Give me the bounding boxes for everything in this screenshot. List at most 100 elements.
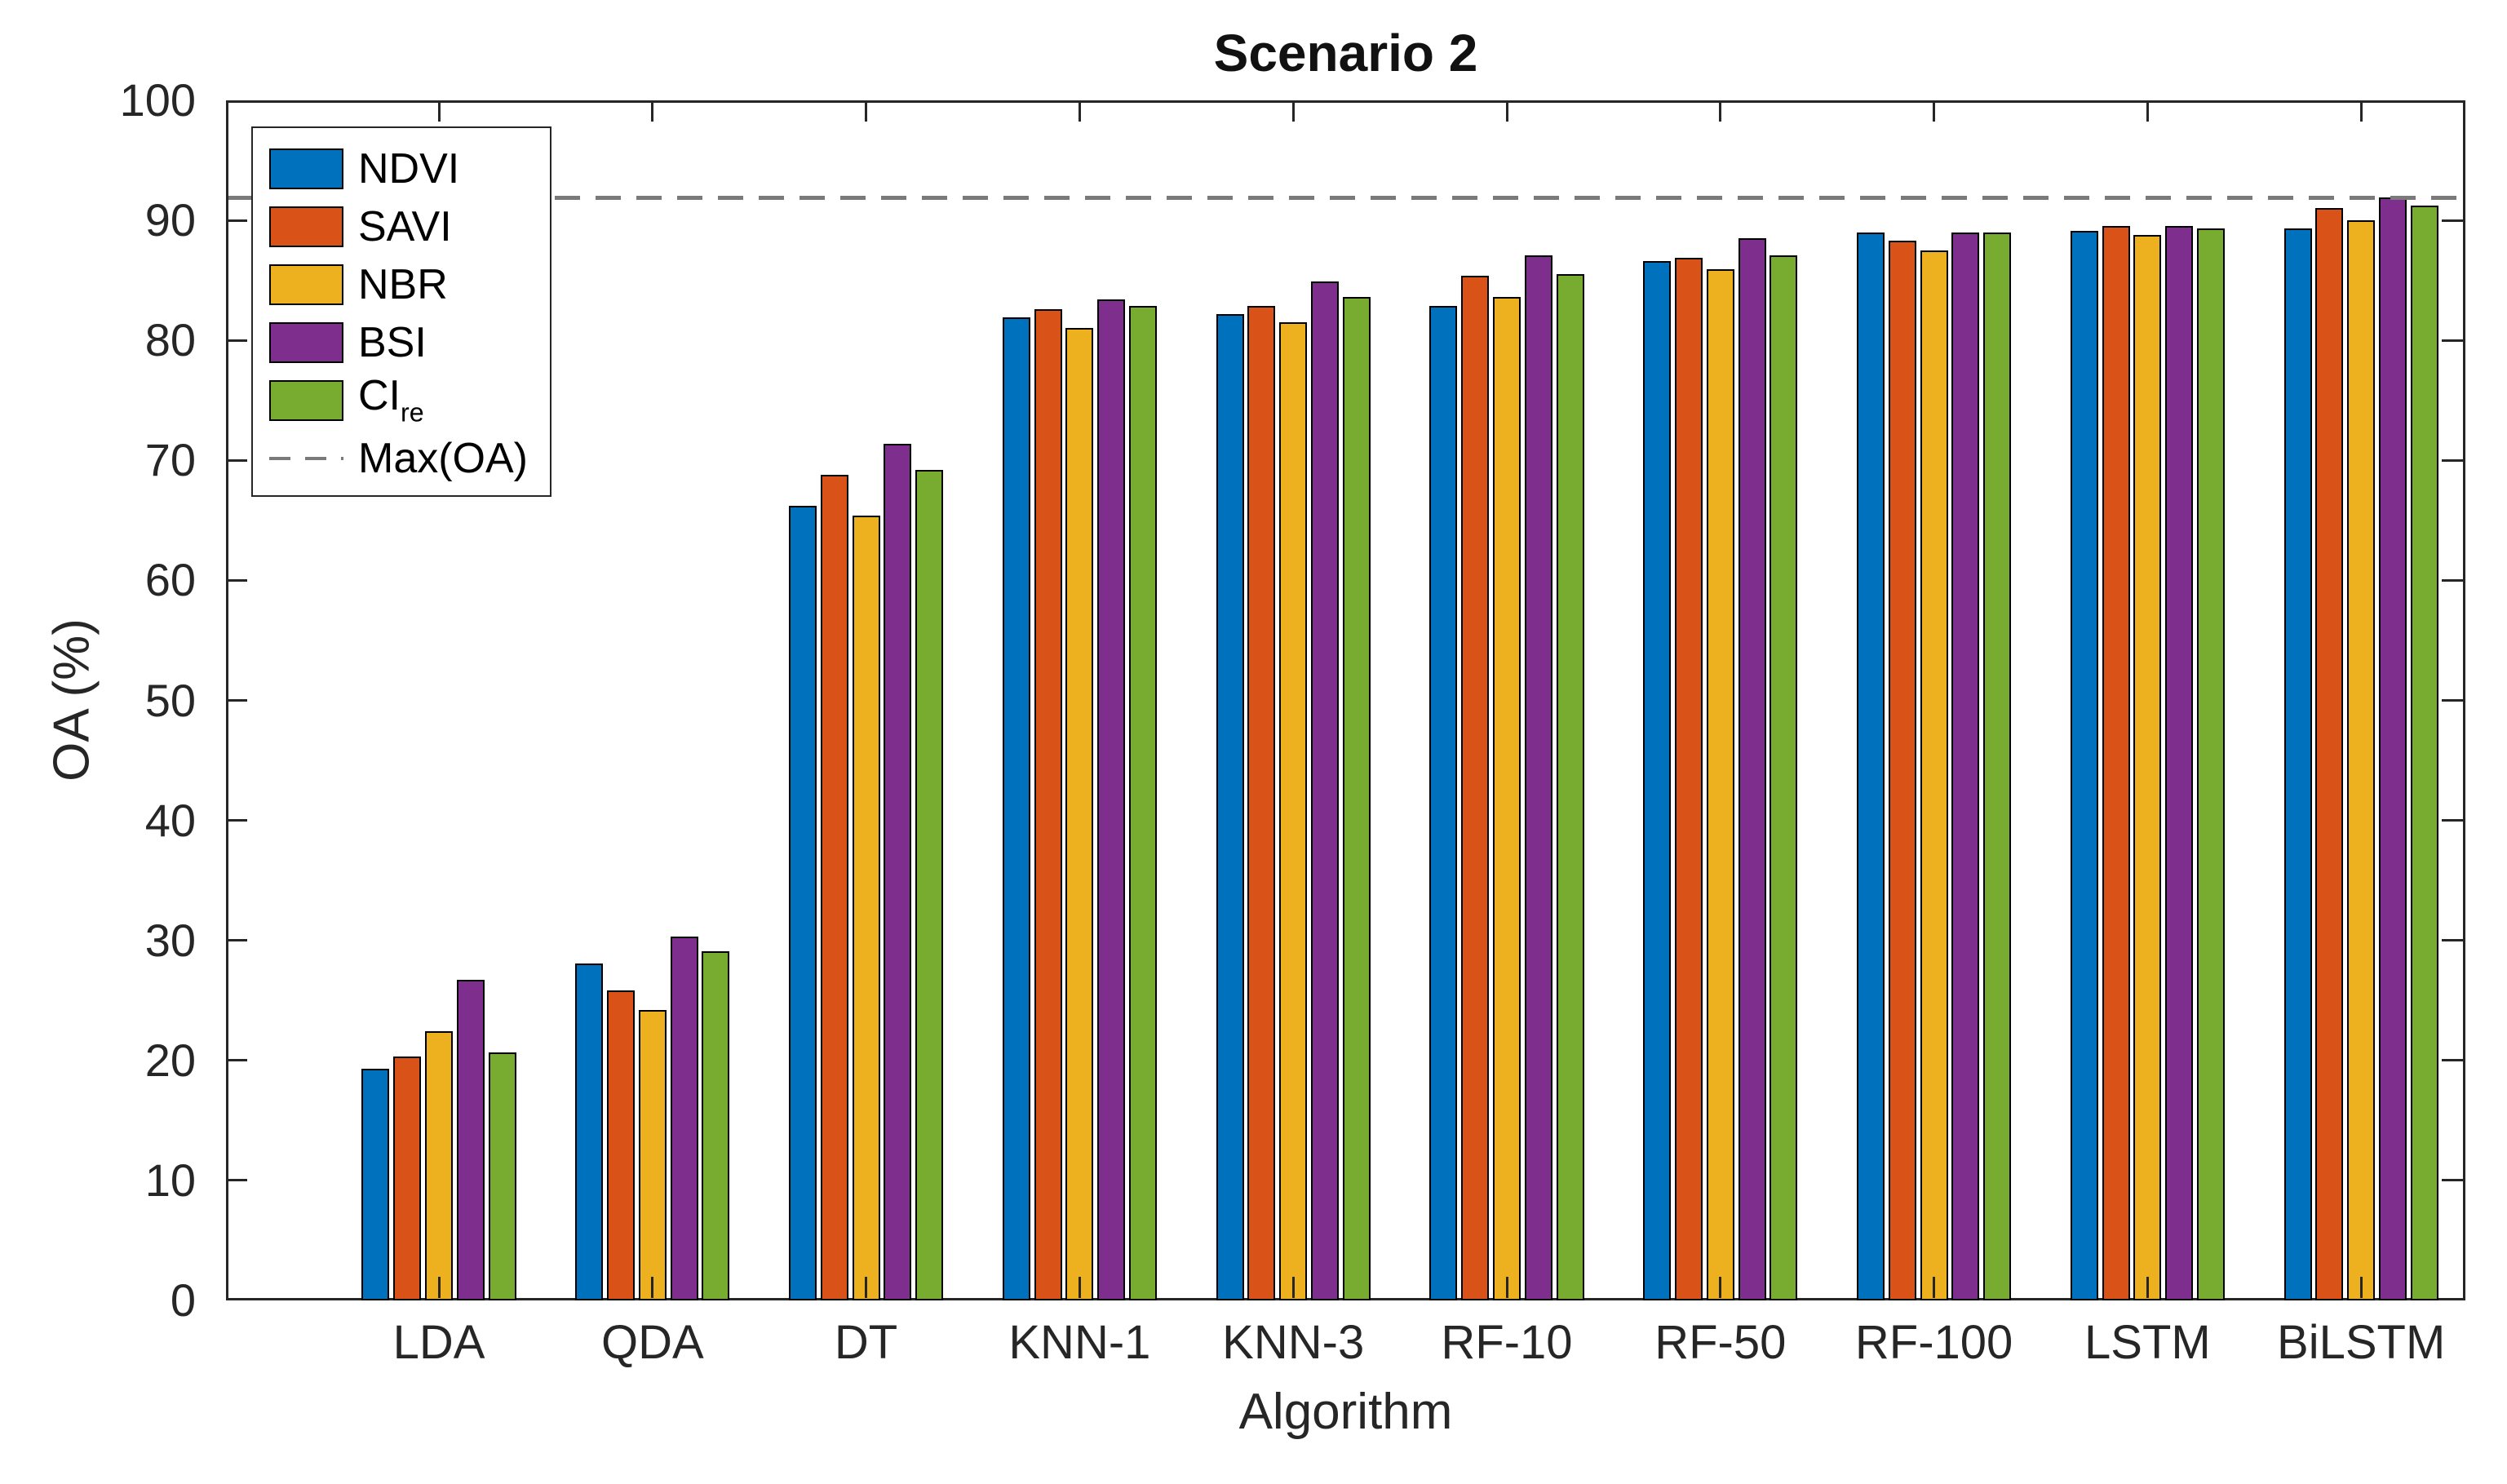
legend-label: NDVI (358, 144, 460, 193)
y-tick-left (226, 1179, 247, 1182)
x-tick-bottom (1078, 1277, 1081, 1298)
y-tick-left (226, 819, 247, 822)
bar-CIre-QDA (702, 950, 730, 1300)
bar-CIre-RF-100 (1983, 232, 2012, 1300)
legend-swatch-SAVI (269, 206, 343, 247)
bar-SAVI-QDA (607, 990, 635, 1300)
bar-SAVI-LDA (393, 1057, 422, 1300)
y-tick-left (226, 699, 247, 702)
legend-dash-sample (269, 456, 343, 460)
bar-SAVI-KNN-3 (1247, 305, 1276, 1300)
x-tick-top (1933, 100, 1936, 122)
bar-BSI-LSTM (2165, 226, 2194, 1300)
bar-BSI-RF-100 (1951, 232, 1980, 1300)
x-category-label: KNN-1 (1008, 1316, 1151, 1369)
x-tick-top (651, 100, 654, 122)
legend-label: NBR (358, 260, 448, 308)
bar-NBR-RF-100 (1920, 250, 1948, 1300)
y-tick-label: 0 (170, 1274, 196, 1326)
bar-NDVI-LSTM (2070, 231, 2098, 1300)
x-tick-bottom (1719, 1277, 1722, 1298)
bar-NBR-LDA (425, 1031, 453, 1300)
bar-SAVI-RF-100 (1888, 241, 1916, 1300)
x-category-label: LDA (392, 1316, 485, 1369)
bar-CIre-RF-50 (1770, 255, 1798, 1300)
bar-BSI-RF-50 (1738, 238, 1766, 1300)
bar-CIre-LSTM (2197, 228, 2225, 1300)
legend-swatch-CIre (269, 379, 343, 421)
y-tick-right (2442, 219, 2463, 222)
bar-NBR-QDA (638, 1010, 667, 1300)
y-tick-label: 100 (119, 74, 196, 126)
x-category-label: QDA (600, 1316, 704, 1369)
bar-CIre-BiLSTM (2410, 206, 2438, 1300)
x-tick-top (2146, 100, 2149, 122)
bar-NDVI-KNN-1 (1002, 317, 1030, 1300)
x-axis-label: Algorithm (1238, 1384, 1453, 1440)
x-category-label: RF-50 (1654, 1316, 1787, 1369)
x-category-label: RF-100 (1854, 1316, 2013, 1369)
bar-SAVI-KNN-1 (1034, 308, 1062, 1300)
bar-SAVI-RF-50 (1675, 257, 1703, 1300)
bar-SAVI-DT (820, 474, 848, 1300)
bar-NDVI-RF-100 (1857, 232, 1885, 1300)
legend-item-NDVI: NDVI (269, 140, 550, 197)
y-tick-label: 80 (144, 314, 196, 366)
bar-NBR-KNN-3 (1279, 322, 1308, 1300)
x-category-label: DT (834, 1316, 898, 1369)
y-tick-label: 10 (144, 1154, 196, 1206)
y-tick-left (226, 219, 247, 222)
x-tick-bottom (1933, 1277, 1936, 1298)
x-tick-bottom (437, 1277, 441, 1298)
x-tick-bottom (865, 1277, 868, 1298)
legend-swatch-NBR (269, 264, 343, 305)
bar-NDVI-QDA (575, 963, 604, 1300)
bar-SAVI-RF-10 (1461, 275, 1490, 1300)
bar-NDVI-KNN-3 (1216, 313, 1244, 1300)
x-category-label: RF-10 (1441, 1316, 1573, 1369)
bar-BSI-QDA (670, 937, 698, 1300)
x-tick-top (1291, 100, 1295, 122)
bar-NDVI-DT (789, 506, 817, 1300)
x-tick-top (865, 100, 868, 122)
x-category-label: KNN-3 (1222, 1316, 1365, 1369)
y-tick-right (2442, 578, 2463, 582)
legend-item-max-oa: Max(OA) (269, 429, 550, 487)
bar-CIre-KNN-1 (1129, 305, 1157, 1300)
x-tick-top (1078, 100, 1081, 122)
bar-NBR-DT (852, 515, 880, 1300)
y-tick-left (226, 458, 247, 462)
bar-NBR-LSTM (2133, 234, 2162, 1300)
x-category-label: BiLSTM (2277, 1316, 2446, 1369)
y-tick-label: 70 (144, 434, 196, 486)
x-tick-bottom (1291, 1277, 1295, 1298)
bar-SAVI-LSTM (2102, 226, 2130, 1300)
bar-NDVI-LDA (361, 1069, 390, 1300)
bar-NDVI-BiLSTM (2283, 228, 2312, 1300)
y-tick-right (2442, 699, 2463, 702)
y-tick-right (2442, 1179, 2463, 1182)
bar-CIre-KNN-3 (1342, 297, 1371, 1300)
y-tick-left (226, 339, 247, 342)
bar-NDVI-RF-50 (1643, 261, 1672, 1300)
bar-CIre-RF-10 (1556, 274, 1584, 1300)
x-tick-top (1719, 100, 1722, 122)
bar-BSI-KNN-1 (1097, 299, 1126, 1300)
max-oa-dashed-line (228, 195, 2463, 200)
y-tick-label: 50 (144, 674, 196, 726)
legend-label: BSI (358, 318, 427, 366)
legend-item-CIre: CIre (269, 371, 550, 429)
x-tick-bottom (1505, 1277, 1508, 1298)
legend-label: CIre (358, 372, 424, 427)
x-tick-bottom (651, 1277, 654, 1298)
x-tick-top (437, 100, 441, 122)
bar-NBR-RF-50 (1706, 269, 1734, 1300)
x-tick-bottom (2146, 1277, 2149, 1298)
bar-BSI-KNN-3 (1311, 281, 1339, 1300)
y-tick-left (226, 578, 247, 582)
y-tick-label: 20 (144, 1034, 196, 1086)
legend-label: SAVI (358, 202, 452, 250)
bar-BSI-LDA (456, 980, 485, 1300)
bar-NBR-RF-10 (1493, 297, 1521, 1300)
